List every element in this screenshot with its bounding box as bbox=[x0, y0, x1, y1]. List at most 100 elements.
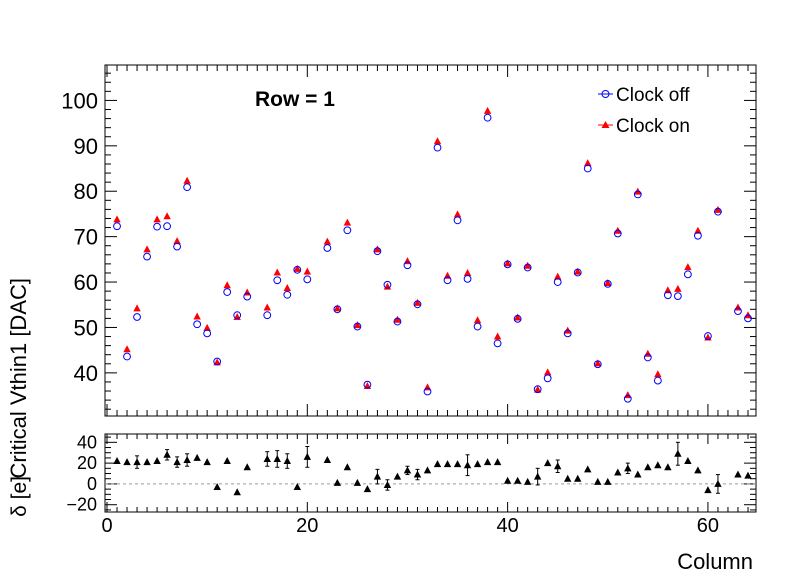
clock-off-point bbox=[503, 260, 512, 269]
delta-point bbox=[303, 452, 312, 460]
clock-off-point bbox=[263, 311, 272, 320]
delta-point bbox=[694, 466, 702, 474]
y-tick-label: 100 bbox=[61, 88, 98, 113]
y-tick-label: 60 bbox=[74, 270, 98, 295]
delta-point bbox=[684, 457, 692, 465]
clock-off-point bbox=[393, 317, 402, 326]
clock-off-point bbox=[603, 279, 612, 288]
delta-point bbox=[503, 476, 512, 484]
clock-on-point bbox=[584, 159, 592, 167]
delta-point bbox=[243, 463, 251, 471]
clock-off-point bbox=[273, 276, 282, 285]
clock-on-point bbox=[523, 261, 532, 269]
legend: Clock off Clock on bbox=[598, 85, 690, 137]
clock-on-point bbox=[684, 263, 692, 271]
clock-on-point bbox=[533, 385, 542, 393]
clock-on-point bbox=[413, 298, 422, 306]
clock-on-point bbox=[173, 237, 181, 245]
clock-off-point bbox=[233, 311, 242, 320]
delta-point bbox=[123, 458, 131, 466]
delta-point bbox=[493, 458, 502, 466]
legend-label-clock-off: Clock off bbox=[616, 85, 690, 106]
clock-off-point bbox=[734, 307, 742, 316]
clock-off-point bbox=[183, 183, 192, 192]
delta-point bbox=[163, 450, 171, 458]
clock-off-point bbox=[123, 352, 131, 361]
y-tick-label: 40 bbox=[74, 361, 98, 386]
delta-point bbox=[584, 465, 592, 473]
clock-on-point bbox=[223, 281, 231, 289]
clock-off-point bbox=[513, 314, 522, 323]
clock-on-point bbox=[473, 316, 482, 324]
clock-on-point bbox=[203, 323, 211, 331]
clock-off-point bbox=[533, 385, 542, 394]
x-axis-label: Column bbox=[677, 549, 753, 572]
delta-point bbox=[483, 458, 492, 466]
main-plot-ticks bbox=[105, 65, 756, 416]
clock-off-point bbox=[223, 288, 232, 296]
delta-point bbox=[574, 474, 582, 482]
clock-off-point bbox=[553, 278, 562, 286]
clock-off-point bbox=[653, 376, 662, 385]
clock-on-point bbox=[213, 358, 221, 366]
ratio-y-tick-label: −20 bbox=[66, 495, 97, 515]
clock-off-point bbox=[673, 292, 682, 301]
delta-point bbox=[463, 461, 472, 469]
clock-off-point bbox=[283, 290, 292, 299]
clock-off-point bbox=[173, 242, 182, 251]
delta-point bbox=[233, 488, 241, 496]
delta-point bbox=[323, 456, 332, 463]
delta-point bbox=[453, 460, 462, 468]
clock-off-point bbox=[163, 222, 171, 231]
x-tick-labels: 0 20 40 60 bbox=[101, 515, 719, 537]
clock-on-point bbox=[453, 210, 462, 218]
clock-off-point bbox=[493, 339, 502, 348]
delta-point bbox=[343, 463, 352, 471]
clock-off-point bbox=[573, 268, 582, 277]
clock-on-point bbox=[113, 215, 121, 223]
clock-off-point bbox=[483, 113, 492, 122]
clock-off-point bbox=[323, 244, 332, 252]
clock-off-point bbox=[663, 291, 672, 300]
delta-point bbox=[704, 486, 712, 494]
clock-on-point bbox=[644, 349, 652, 357]
clock-on-point bbox=[373, 245, 382, 253]
clock-on-point bbox=[664, 286, 672, 294]
clock-on-point bbox=[594, 359, 602, 367]
clock-on-point bbox=[143, 245, 151, 253]
ratio-y-tick-label: 20 bbox=[77, 453, 97, 473]
clock-on-point bbox=[694, 226, 702, 234]
clock-off-point bbox=[293, 265, 302, 274]
clock-off-point bbox=[433, 143, 442, 152]
delta-point bbox=[734, 470, 742, 478]
delta-point bbox=[634, 470, 642, 478]
clock-off-point bbox=[694, 231, 702, 240]
clock-on-point bbox=[674, 284, 682, 292]
delta-point bbox=[393, 472, 402, 480]
clock-on-point bbox=[503, 259, 512, 267]
clock-on-point bbox=[493, 332, 502, 340]
x-tick-label: 60 bbox=[697, 515, 719, 537]
delta-point bbox=[383, 480, 392, 488]
clock-on-point bbox=[654, 370, 662, 378]
y-tick-label: 70 bbox=[74, 225, 98, 250]
clock-on-point bbox=[463, 268, 472, 276]
delta-point bbox=[113, 457, 121, 465]
main-plot-frame bbox=[104, 64, 757, 417]
delta-point bbox=[403, 466, 412, 474]
delta-point bbox=[213, 483, 221, 491]
ratio-y-tick-label: 0 bbox=[87, 474, 97, 494]
main-plot-title: Row = 1 bbox=[255, 88, 335, 111]
clock-on-point bbox=[263, 303, 271, 311]
clock-on-point bbox=[183, 176, 191, 184]
ratio-plot-marks bbox=[113, 441, 752, 496]
clock-off-point bbox=[443, 276, 452, 285]
delta-point bbox=[604, 477, 612, 485]
delta-point bbox=[674, 449, 682, 457]
delta-point bbox=[664, 463, 672, 471]
clock-off-point bbox=[704, 332, 712, 340]
clock-off-point bbox=[403, 261, 412, 270]
delta-point bbox=[594, 477, 602, 485]
clock-on-point bbox=[273, 268, 281, 276]
